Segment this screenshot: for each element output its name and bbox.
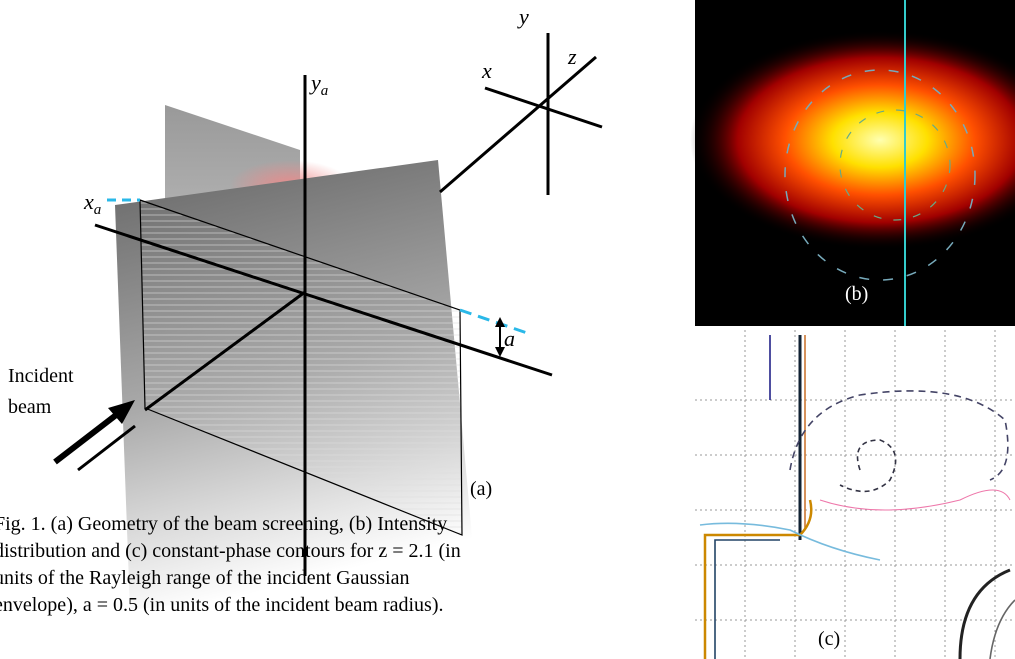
beam-arrow [55,412,120,462]
panel-label: (a) [470,478,492,500]
label-base: x [83,189,94,214]
beam-label: Incident [8,365,74,387]
label-sub: a [321,83,329,99]
z-axis [440,57,596,192]
axis-label: a [504,326,515,351]
label-base: y [309,70,321,95]
axis-label: x [481,58,492,83]
contour-bg [695,330,1015,659]
offset-line [460,310,530,334]
x-axis [485,88,602,127]
axis-label: y [517,4,529,29]
caption-line: distribution and (c) constant-phase cont… [0,540,461,562]
axis-label: z [567,44,577,69]
panel-label: (b) [845,283,868,305]
caption-line: units of the Rayleigh range of the incid… [0,567,409,589]
caption-line: envelope), a = 0.5 (in units of the inci… [0,594,443,616]
figure: y x z ya xa a Incident beam (a) Fig. 1. … [0,0,1015,659]
label-sub: a [94,202,102,218]
panel-b: (b) [690,0,1015,326]
beam-label: beam [8,396,52,418]
caption-line: Fig. 1. (a) Geometry of the beam screeni… [0,513,447,535]
panel-label: (c) [818,628,840,650]
panel-c: (c) [695,330,1015,659]
axis-label: ya [309,70,328,99]
axis-label: xa [83,189,101,218]
